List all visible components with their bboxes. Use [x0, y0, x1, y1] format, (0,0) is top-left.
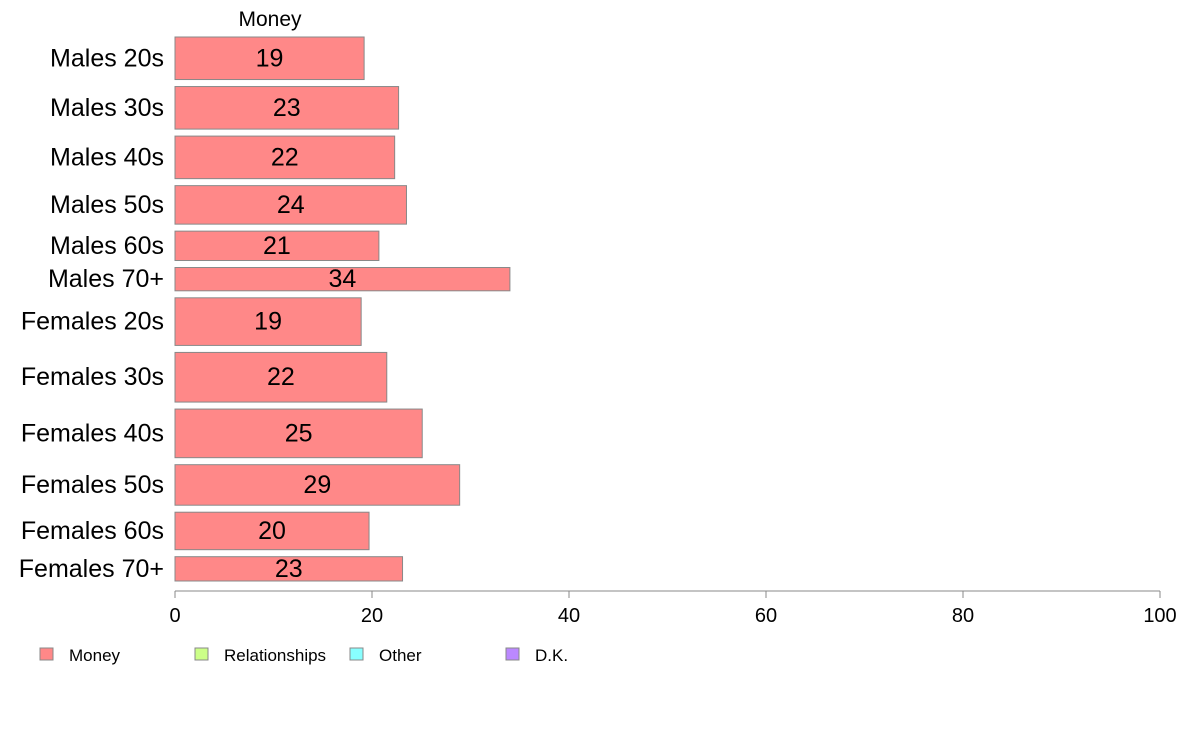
category-label: Females 30s: [21, 363, 164, 391]
bar-value-label: 29: [303, 471, 331, 499]
category-label: Males 20s: [50, 44, 164, 72]
category-label: Males 50s: [50, 191, 164, 219]
bar-value-label: 19: [256, 44, 284, 72]
bar-value-label: 22: [271, 143, 299, 171]
bars-group: Males 20s 19 Males 30s 23 Males 40s 22 Males 5…: [19, 36, 511, 583]
bar: [174, 297, 362, 346]
series-title: Money: [238, 8, 302, 31]
bar: [174, 267, 511, 292]
x-tick-label: 20: [361, 605, 383, 627]
category-label: Males 30s: [50, 94, 164, 122]
bar-value-label: 25: [285, 419, 313, 447]
bar: [174, 408, 423, 459]
legend-label: Money: [69, 646, 121, 665]
category-label: Females 50s: [21, 471, 164, 499]
legend-swatch: [39, 647, 54, 661]
x-tick-label: 40: [558, 605, 580, 627]
legend-label: Relationships: [224, 646, 326, 665]
category-label: Males 40s: [50, 143, 164, 171]
bar: [174, 135, 396, 180]
category-label: Females 60s: [21, 517, 164, 545]
legend: Money Relationships Other D.K.: [39, 646, 568, 665]
bar: [174, 230, 380, 262]
x-tick-label: 0: [169, 605, 180, 627]
x-tick-label: 80: [952, 605, 974, 627]
bar: [174, 511, 370, 551]
bar: [174, 556, 404, 582]
legend-swatch: [349, 647, 364, 661]
category-label: Males 70+: [48, 265, 164, 293]
legend-label: D.K.: [535, 646, 568, 665]
bar-value-label: 22: [267, 363, 295, 391]
legend-label: Other: [379, 646, 422, 665]
category-label: Females 70+: [19, 555, 164, 583]
bar: [174, 86, 400, 130]
category-label: Females 20s: [21, 308, 164, 336]
bar-value-label: 19: [254, 308, 282, 336]
x-tick-label: 100: [1143, 605, 1176, 627]
category-label: Females 40s: [21, 419, 164, 447]
category-label: Males 60s: [50, 232, 164, 260]
bar: [174, 185, 407, 225]
legend-swatch: [194, 647, 209, 661]
bar-value-label: 23: [273, 94, 301, 122]
bar-value-label: 34: [329, 265, 357, 293]
bar-value-label: 24: [277, 191, 305, 219]
bar: [174, 36, 365, 81]
x-tick-label: 60: [755, 605, 777, 627]
bar-value-label: 23: [275, 555, 303, 583]
bar-value-label: 21: [263, 232, 291, 260]
x-axis: 0 20 40 60 80 100: [169, 590, 1177, 627]
bar: [174, 351, 388, 403]
bar-value-label: 20: [258, 517, 286, 545]
legend-swatch: [505, 647, 520, 661]
bar: [174, 464, 461, 506]
